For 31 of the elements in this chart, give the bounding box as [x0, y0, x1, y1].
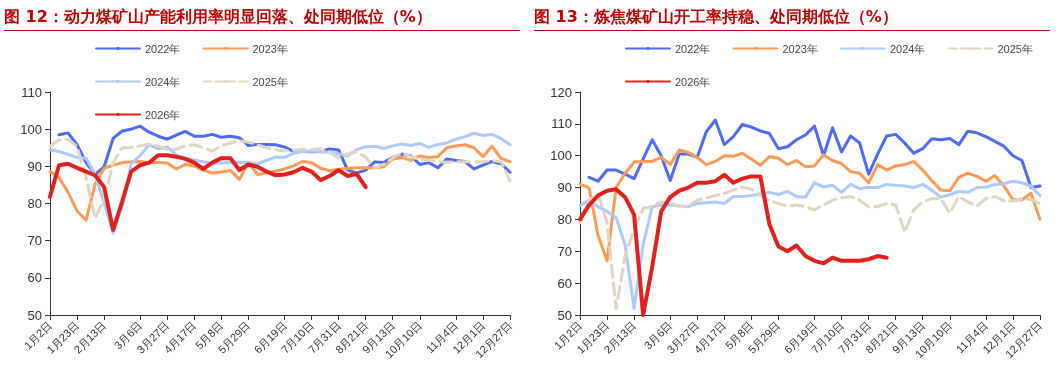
y-tick-label: 100 — [20, 121, 42, 137]
y-tick-label: 110 — [551, 116, 572, 132]
y-tick-label: 80 — [27, 196, 42, 211]
y-tick-label: 100 — [550, 148, 572, 164]
y-tick-label: 70 — [27, 233, 42, 249]
y-tick-label: 110 — [21, 84, 42, 100]
chart-title: 图 13：炼焦煤矿山开工率持稳、处同期低位（%） — [534, 4, 1050, 31]
legend-label: 2022年 — [675, 42, 711, 55]
line-series — [578, 172, 889, 317]
y-tick-label: 90 — [27, 158, 42, 174]
line-series — [48, 153, 368, 232]
legend-label: 2024年 — [145, 75, 181, 88]
y-tick-label: 50 — [557, 307, 572, 323]
legend-label: 2024年 — [889, 42, 926, 55]
legend-label: 2026年 — [145, 108, 181, 121]
legend-label: 2025年 — [252, 75, 288, 88]
legend-label: 2025年 — [997, 42, 1033, 55]
chart-title: 图 12：动力煤矿山产能利用率明显回落、处同期低位（%） — [4, 4, 520, 31]
legend-label: 2023年 — [252, 42, 288, 55]
legend-label: 2022年 — [145, 42, 181, 55]
y-tick-label: 60 — [557, 275, 572, 291]
y-tick-label: 70 — [557, 243, 572, 259]
y-tick-label: 90 — [557, 180, 572, 196]
y-tick-label: 60 — [27, 270, 42, 286]
legend-label: 2023年 — [782, 42, 818, 55]
legend-label: 2026年 — [675, 75, 711, 88]
line-series — [578, 148, 1042, 263]
line-series — [587, 118, 1042, 190]
y-tick-label: 50 — [27, 307, 42, 323]
y-tick-label: 120 — [550, 84, 572, 100]
y-tick-label: 80 — [557, 211, 572, 227]
